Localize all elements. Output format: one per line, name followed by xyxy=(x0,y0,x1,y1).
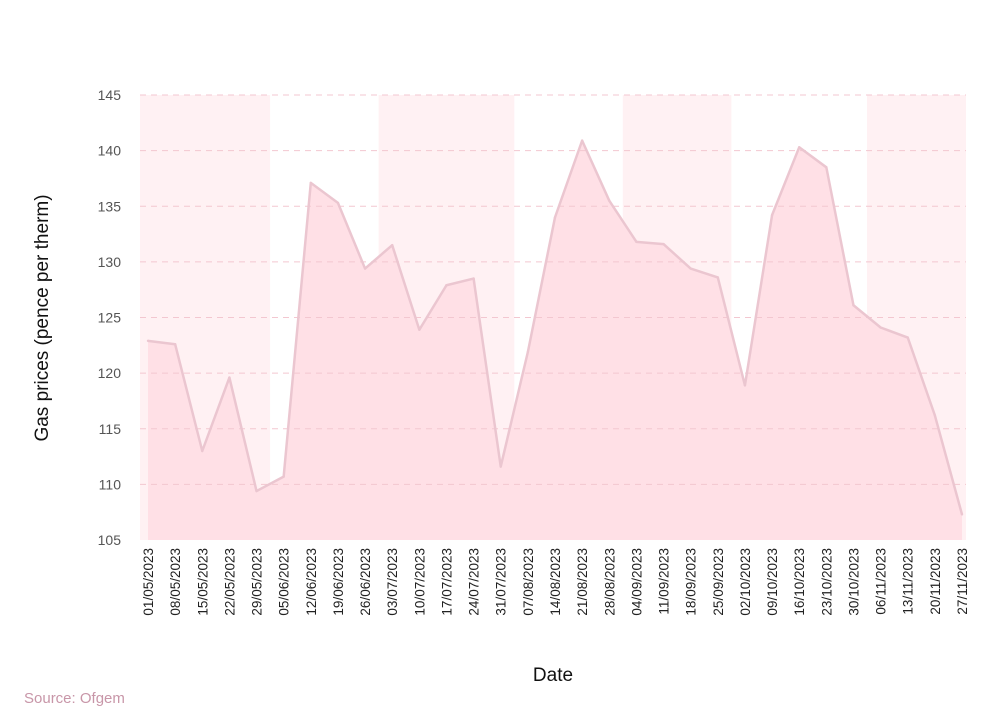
data-point xyxy=(228,376,231,379)
x-tick-label: 23/10/2023 xyxy=(819,548,834,616)
data-point xyxy=(770,213,774,217)
x-tick-label: 29/05/2023 xyxy=(250,548,265,616)
x-tick-label: 22/05/2023 xyxy=(222,548,237,616)
data-point xyxy=(635,240,638,244)
x-tick-label: 04/09/2023 xyxy=(629,548,644,616)
data-point xyxy=(499,465,502,468)
y-tick-label: 105 xyxy=(98,532,122,548)
y-tick-labels: 105 110 115 120 125 130 135 140 145 xyxy=(98,87,122,548)
y-tick-label: 135 xyxy=(98,198,122,214)
data-point xyxy=(146,339,150,343)
data-point xyxy=(201,449,204,453)
data-point xyxy=(445,284,448,287)
x-tick-label: 21/08/2023 xyxy=(575,548,590,616)
x-tick-label: 17/07/2023 xyxy=(439,548,454,616)
x-tick-label: 01/05/2023 xyxy=(141,548,156,616)
data-point xyxy=(173,343,177,346)
y-tick-label: 125 xyxy=(98,310,122,326)
x-tick-label: 10/07/2023 xyxy=(412,548,427,616)
x-tick-label: 26/06/2023 xyxy=(358,548,373,616)
x-tick-label: 14/08/2023 xyxy=(548,548,563,616)
data-point xyxy=(879,326,882,329)
data-point xyxy=(825,166,828,169)
data-point xyxy=(363,267,367,270)
x-tick-label: 16/10/2023 xyxy=(792,548,807,616)
data-point xyxy=(255,489,258,493)
data-point xyxy=(662,242,665,246)
y-axis-title: Gas prices (pence per therm) xyxy=(32,194,53,441)
x-tick-label: 28/08/2023 xyxy=(602,548,617,616)
area-layer xyxy=(148,140,962,541)
x-tick-label: 31/07/2023 xyxy=(494,548,509,616)
y-tick-label: 120 xyxy=(98,365,122,381)
data-point xyxy=(852,304,855,307)
data-point xyxy=(960,513,964,516)
data-point xyxy=(309,181,312,185)
data-point xyxy=(336,201,340,205)
x-tick-label: 15/05/2023 xyxy=(195,548,210,616)
data-point xyxy=(391,243,394,247)
x-tick-label: 18/09/2023 xyxy=(684,548,699,616)
x-tick-label: 12/06/2023 xyxy=(304,548,319,616)
data-point xyxy=(798,146,801,149)
x-tick-label: 03/07/2023 xyxy=(385,548,400,616)
data-point xyxy=(906,336,909,339)
data-point xyxy=(743,384,747,387)
x-tick-label: 24/07/2023 xyxy=(467,548,482,616)
data-point xyxy=(282,475,285,478)
x-tick-label: 11/09/2023 xyxy=(657,548,672,615)
x-tick-label: 08/05/2023 xyxy=(168,548,183,616)
x-tick-label: 02/10/2023 xyxy=(738,548,753,616)
data-point xyxy=(580,139,584,142)
x-tick-label: 05/06/2023 xyxy=(277,548,292,616)
data-point xyxy=(472,277,475,280)
x-tick-label: 13/11/2023 xyxy=(901,548,916,615)
x-tick-label: 09/10/2023 xyxy=(765,548,780,616)
x-tick-label: 30/10/2023 xyxy=(846,548,861,616)
x-tick-label: 20/11/2023 xyxy=(928,548,943,615)
x-tick-label: 27/11/2023 xyxy=(955,548,970,615)
source-note: Source: Ofgem xyxy=(24,690,125,707)
data-point xyxy=(933,414,937,417)
data-point xyxy=(608,199,611,202)
x-tick-label: 25/09/2023 xyxy=(711,548,726,616)
data-point xyxy=(526,350,530,354)
y-tick-label: 110 xyxy=(99,476,122,492)
x-axis-title: Date xyxy=(533,665,573,686)
x-tick-label: 07/08/2023 xyxy=(521,548,536,616)
line-layer xyxy=(146,139,964,516)
gridlines xyxy=(140,94,966,485)
x-tick-label: 06/11/2023 xyxy=(874,548,889,615)
y-tick-label: 140 xyxy=(98,143,122,159)
y-tick-label: 115 xyxy=(99,421,122,437)
data-point xyxy=(418,328,421,331)
data-point xyxy=(689,267,692,270)
y-tick-label: 130 xyxy=(98,254,122,270)
x-tick-label: 19/06/2023 xyxy=(331,548,346,616)
y-tick-label: 145 xyxy=(98,87,122,103)
x-tick-labels: 01/05/2023 08/05/2023 15/05/2023 22/05/2023… xyxy=(141,548,970,616)
area-fill xyxy=(148,140,962,541)
data-point xyxy=(716,276,719,279)
data-point xyxy=(553,216,557,219)
